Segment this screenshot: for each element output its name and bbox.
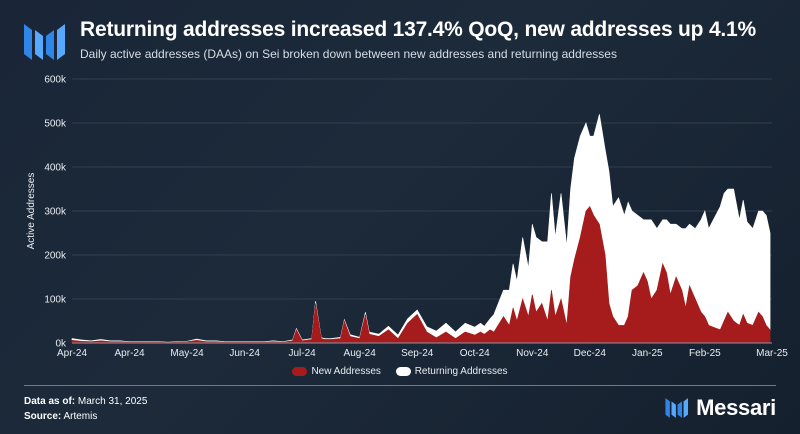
y-axis-label: Active Addresses — [26, 173, 37, 250]
x-tick-label: Oct-24 — [460, 348, 490, 359]
data-as-of-label: Data as of: — [24, 396, 76, 407]
brand: Messari — [664, 395, 776, 421]
legend-item-returning: Returning Addresses — [395, 366, 508, 377]
y-tick-label: 0k — [55, 339, 67, 350]
data-as-of: Data as of: March 31, 2025 — [24, 396, 147, 407]
x-tick-label: Mar-25 — [756, 348, 788, 359]
messari-logo-icon — [24, 24, 65, 60]
footer-divider — [24, 385, 776, 386]
chart-title: Returning addresses increased 137.4% QoQ… — [80, 18, 757, 41]
y-tick-label: 600k — [44, 75, 67, 86]
source-value: Artemis — [63, 411, 98, 422]
y-tick-label: 200k — [44, 251, 67, 262]
brand-name: Messari — [696, 395, 776, 420]
x-tick-label: Apr-24 — [57, 348, 87, 359]
legend-swatch-returning — [395, 367, 411, 376]
legend-label-new: New Addresses — [311, 366, 381, 377]
chart-subtitle: Daily active addresses (DAAs) on Sei bro… — [80, 47, 617, 61]
x-tick-label: Aug-24 — [344, 348, 377, 359]
data-as-of-value: March 31, 2025 — [77, 396, 148, 407]
x-tick-label: Apr-24 — [115, 348, 145, 359]
x-tick-label: Dec-24 — [574, 348, 607, 359]
legend-swatch-new — [292, 367, 308, 376]
source: Source: Artemis — [24, 411, 97, 422]
legend: New Addresses Returning Addresses — [0, 366, 800, 379]
y-tick-label: 400k — [44, 163, 67, 174]
x-tick-label: Sep-24 — [401, 348, 434, 359]
legend-label-returning: Returning Addresses — [414, 366, 508, 377]
legend-item-new: New Addresses — [292, 366, 381, 377]
y-tick-label: 300k — [44, 207, 67, 218]
x-tick-label: Jan-25 — [632, 348, 663, 359]
source-label: Source: — [24, 411, 62, 422]
x-tick-label: Jul-24 — [289, 348, 317, 359]
messari-brand-icon — [665, 398, 689, 418]
x-tick-label: Nov-24 — [516, 348, 549, 359]
y-tick-label: 100k — [44, 295, 67, 306]
y-tick-label: 500k — [44, 119, 67, 130]
x-tick-label: May-24 — [170, 348, 204, 359]
x-tick-label: Feb-25 — [689, 348, 721, 359]
x-tick-label: Jun-24 — [229, 348, 260, 359]
